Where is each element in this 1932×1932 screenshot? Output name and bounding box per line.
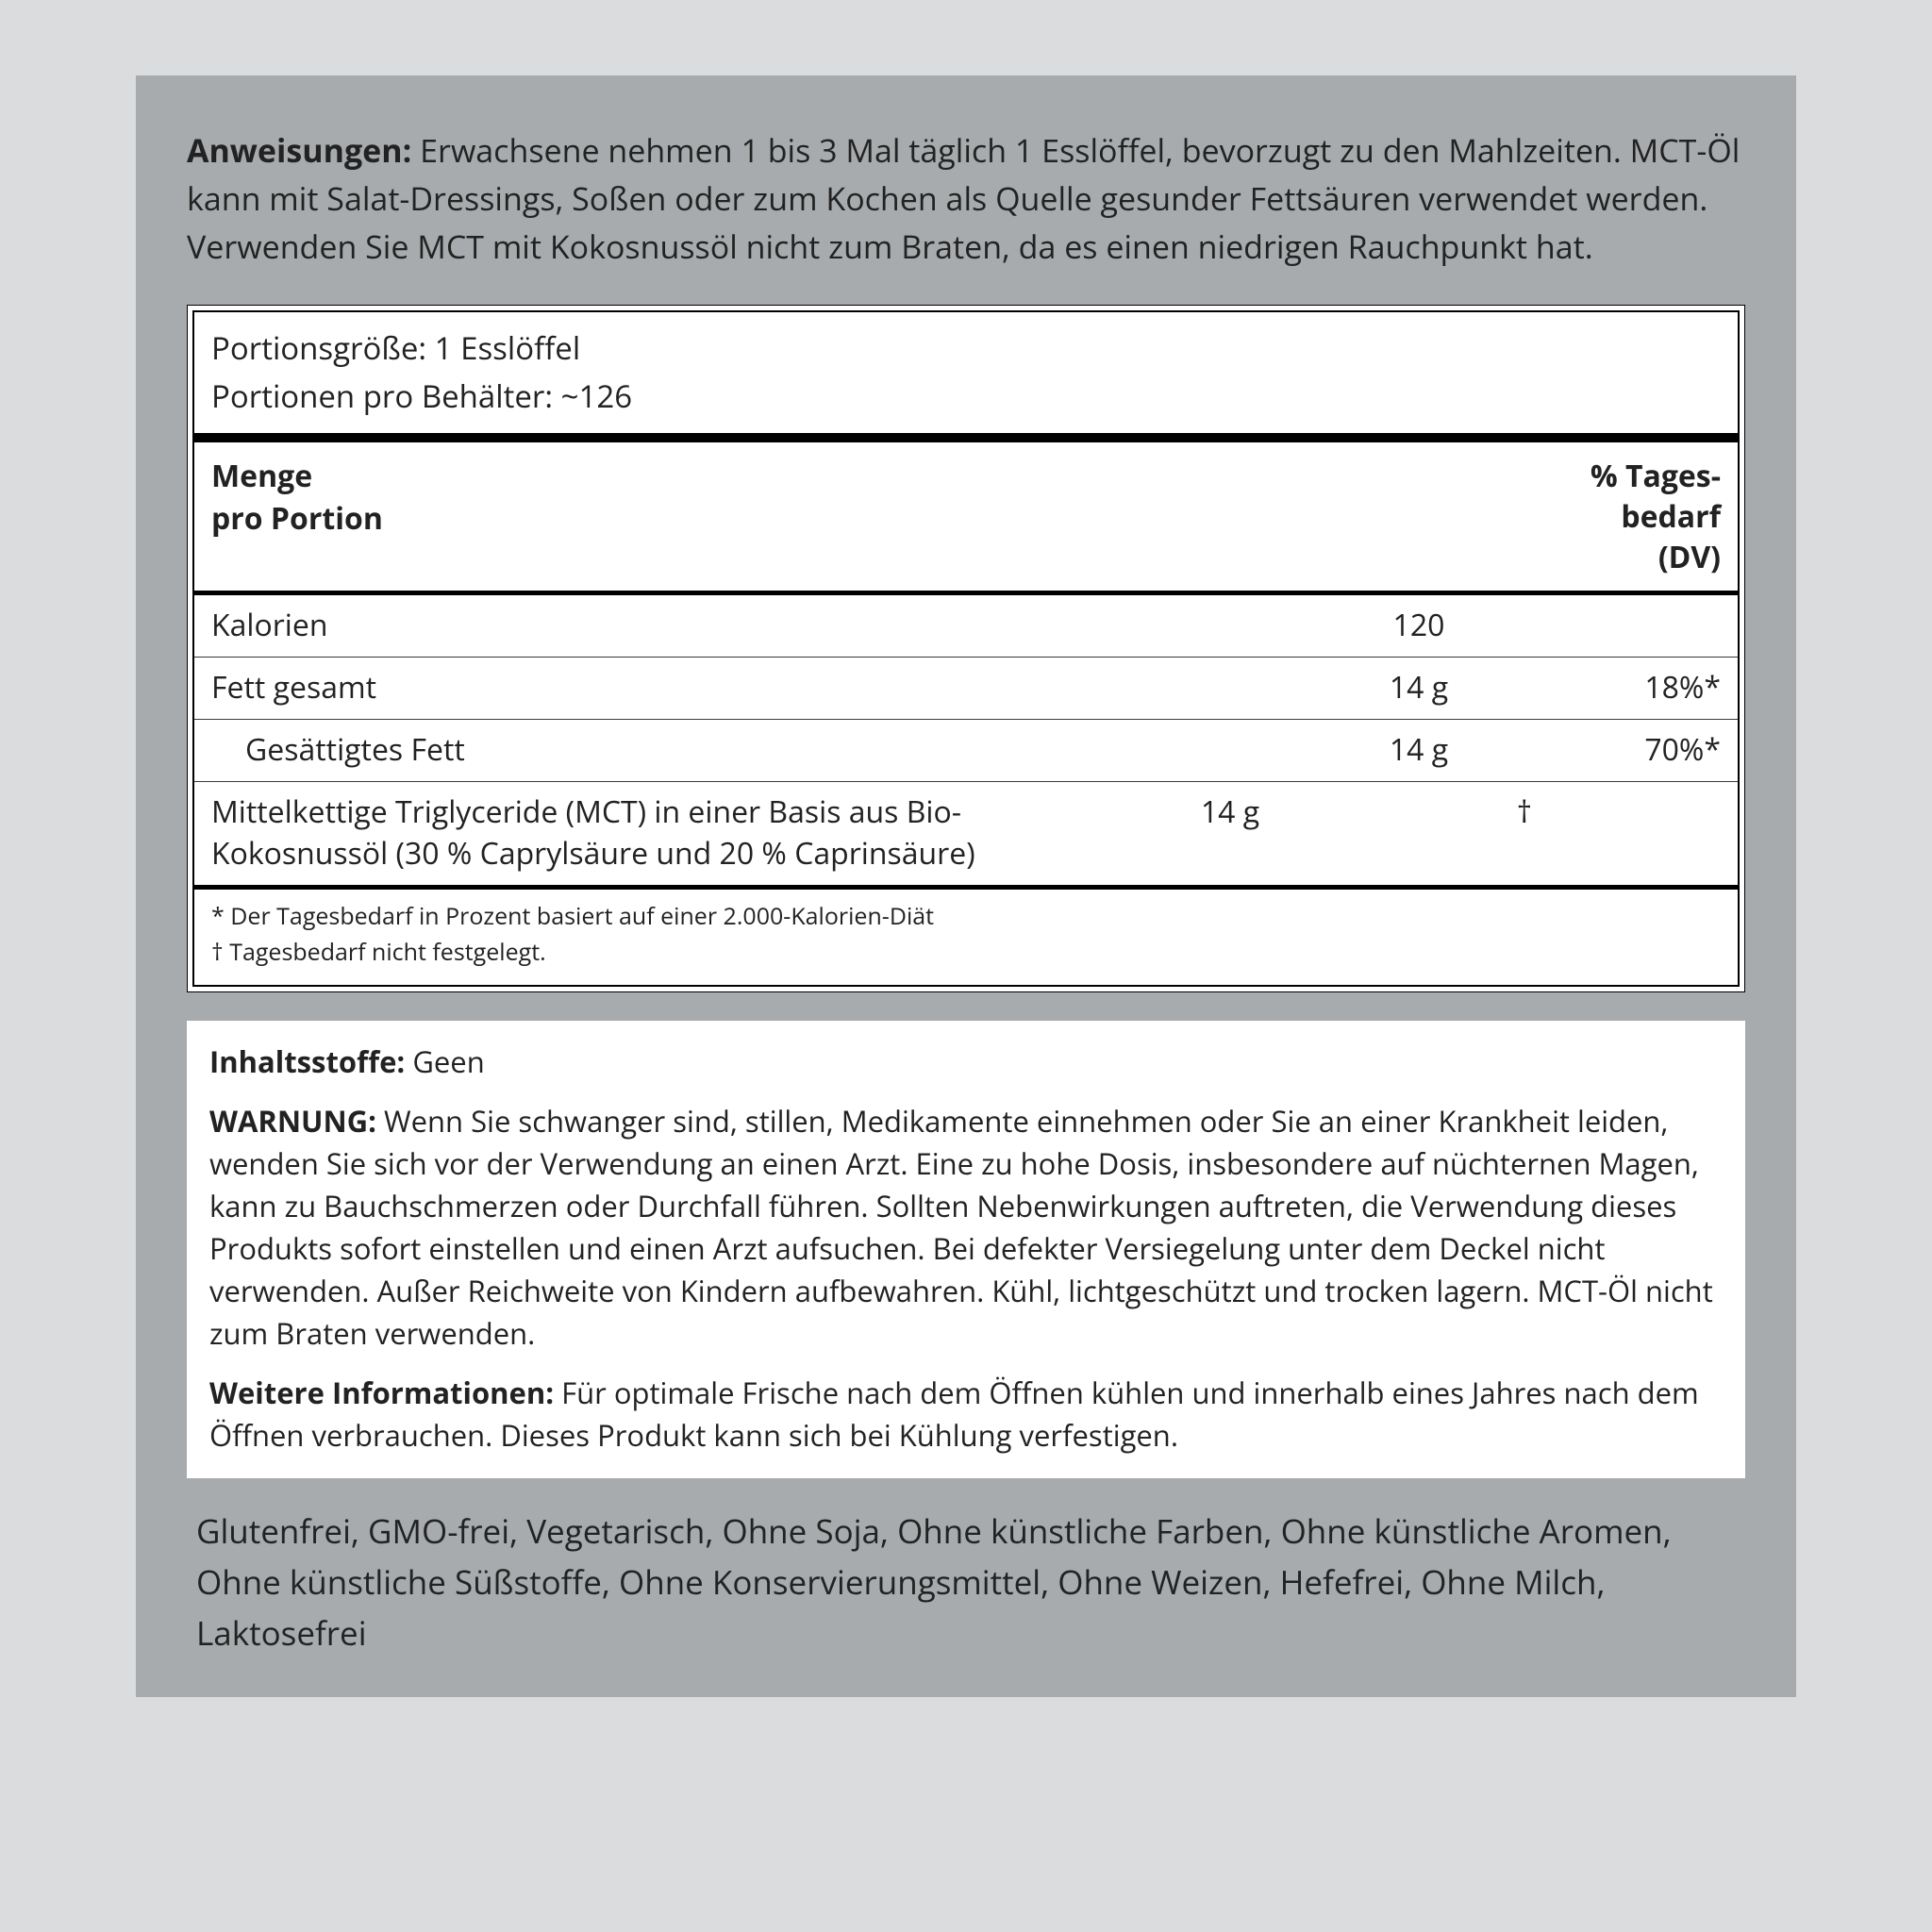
row-dv: 18%* <box>1513 667 1721 708</box>
serving-block: Portionsgröße: 1 Esslöffel Portionen pro… <box>194 312 1738 433</box>
header-dv-label: % Tages-bedarf(DV) <box>1513 456 1721 577</box>
ingredients-paragraph: Inhaltsstoffe: Geen <box>209 1041 1723 1084</box>
header-amount-label: Mengepro Portion <box>211 456 1324 541</box>
rule-heavy <box>194 433 1738 442</box>
footnotes: * Der Tagesbedarf in Prozent basiert auf… <box>194 890 1738 985</box>
row-name: Kalorien <box>211 605 1324 647</box>
row-dv: 70%* <box>1513 729 1721 770</box>
instructions-text: Erwachsene nehmen 1 bis 3 Mal täglich 1 … <box>187 128 1740 268</box>
row-name: Mittelkettige Triglyceride (MCT) in eine… <box>211 791 1136 876</box>
below-box: Inhaltsstoffe: Geen WARNUNG: Wenn Sie sc… <box>187 1021 1745 1477</box>
table-row: Kalorien 120 <box>194 595 1738 657</box>
nutrition-facts-outer: Portionsgröße: 1 Esslöffel Portionen pro… <box>187 305 1745 992</box>
warning-paragraph: WARNUNG: Wenn Sie schwanger sind, stille… <box>209 1101 1723 1356</box>
ingredients-label: Inhaltsstoffe: <box>209 1042 405 1082</box>
row-amount: 14 g <box>1136 791 1324 832</box>
row-name: Gesättigtes Fett <box>211 729 1324 772</box>
footnote-1: * Der Tagesbedarf in Prozent basiert auf… <box>211 899 1721 935</box>
ingredients-text: Geen <box>412 1042 484 1082</box>
instructions-label: Anweisungen: <box>187 128 411 172</box>
row-amount: 14 g <box>1324 667 1513 708</box>
instructions-paragraph: Anweisungen: Erwachsene nehmen 1 bis 3 M… <box>187 126 1745 271</box>
warning-text: Wenn Sie schwanger sind, stillen, Medika… <box>209 1102 1713 1354</box>
facts-header-row: Mengepro Portion % Tages-bedarf(DV) <box>194 442 1738 591</box>
table-row: Gesättigtes Fett 14 g 70%* <box>194 720 1738 781</box>
warning-label: WARNUNG: <box>209 1102 376 1141</box>
row-amount: 120 <box>1324 605 1513 645</box>
servings-per-container: Portionen pro Behälter: ~126 <box>211 372 1721 420</box>
footnote-2: † Tagesbedarf nicht festgelegt. <box>211 935 1721 971</box>
nutrition-facts-box: Portionsgröße: 1 Esslöffel Portionen pro… <box>192 310 1740 987</box>
row-dv: † <box>1324 791 1532 832</box>
row-name: Fett gesamt <box>211 667 1324 709</box>
table-row: Mittelkettige Triglyceride (MCT) in eine… <box>194 782 1738 886</box>
serving-size: Portionsgröße: 1 Esslöffel <box>211 324 1721 372</box>
more-info-paragraph: Weitere Informationen: Für optimale Fris… <box>209 1373 1723 1457</box>
supplement-panel: Anweisungen: Erwachsene nehmen 1 bis 3 M… <box>136 75 1796 1697</box>
row-amount: 14 g <box>1324 729 1513 770</box>
attributes-list: Glutenfrei, GMO-frei, Vegetarisch, Ohne … <box>187 1507 1745 1660</box>
table-row: Fett gesamt 14 g 18%* <box>194 658 1738 719</box>
more-info-label: Weitere Informationen: <box>209 1374 554 1413</box>
